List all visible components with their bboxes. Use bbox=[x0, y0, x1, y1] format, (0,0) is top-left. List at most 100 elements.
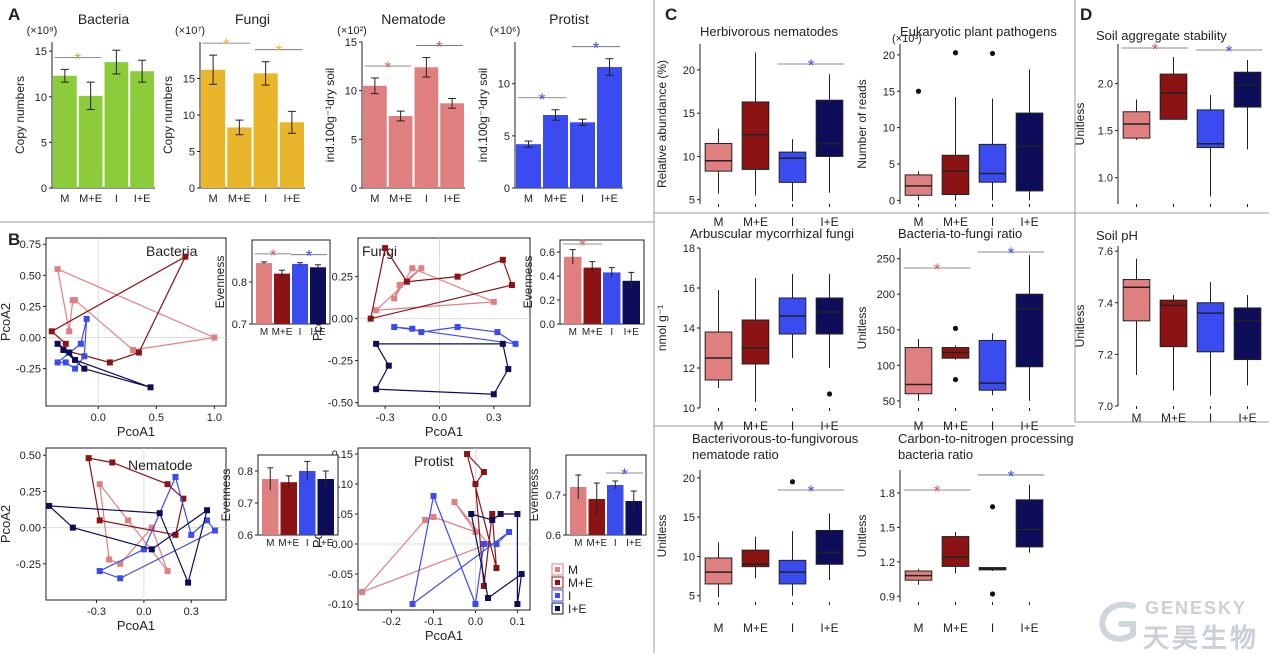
B4-xtick-label: M+E bbox=[582, 327, 603, 338]
A3-xtick-label: M+E bbox=[389, 193, 412, 205]
B7-point-IE bbox=[489, 517, 496, 523]
D1-ytick-label: 1.5 bbox=[1098, 126, 1113, 138]
chart-A4: Protist (×10⁶) 0 5 10 M M+E I I+E ind.100g⁻¹dry s… bbox=[476, 11, 623, 205]
B6-xtick-label: I bbox=[306, 538, 309, 549]
A3-bar-I bbox=[414, 67, 439, 188]
B5-ylabel: PcoA2 bbox=[0, 505, 13, 543]
C4-outlier-ME bbox=[952, 325, 959, 331]
C5-box-M bbox=[704, 557, 733, 585]
B3-point-IE bbox=[490, 391, 497, 398]
A1-ytick-label: 15 bbox=[35, 46, 47, 58]
B1-ytick-label: -0.25 bbox=[16, 364, 41, 376]
B3-point-ME bbox=[403, 278, 410, 285]
D1-ytick-label: 2.0 bbox=[1098, 79, 1113, 91]
C2-xtick-label: I bbox=[991, 215, 994, 229]
chart-A1: Bacteria (×10⁹) 0 5 10 15 M M+E I I+E Copy numbers… bbox=[13, 11, 155, 205]
B5-point-I bbox=[211, 527, 218, 534]
B8-ytick-label: 0.7 bbox=[546, 490, 561, 502]
B8-bar-ME bbox=[588, 499, 605, 535]
B2-ytick-label: 0.7 bbox=[232, 319, 247, 331]
C3-xtick-label: M+E bbox=[743, 419, 768, 433]
B1-point-IE bbox=[54, 340, 61, 347]
B2-bar-IE bbox=[310, 267, 326, 324]
C6-outlier-I bbox=[989, 504, 996, 510]
legend-marker-I bbox=[555, 593, 560, 598]
B4-ytick-label: 0.4 bbox=[540, 271, 555, 283]
chart-B1: 0.0 0.5 1.0 -0.25 0.00 0.25 0.50 0.75 PcoA1 PcoA2… bbox=[0, 237, 227, 439]
B5-point-ME bbox=[85, 455, 92, 462]
B1-point-M bbox=[72, 297, 79, 304]
B3-ytick-label: -0.50 bbox=[328, 398, 353, 410]
C2-xtick-label: I+E bbox=[1020, 215, 1038, 229]
C6-xtick-label: I+E bbox=[1020, 621, 1038, 635]
B1-xlabel: PcoA1 bbox=[117, 424, 155, 439]
C3-ytick-label: 12 bbox=[683, 363, 695, 375]
C1-xtick-label: I bbox=[791, 215, 794, 229]
B5-point-M bbox=[148, 524, 155, 531]
B7-xtick-label: -0.2 bbox=[382, 616, 401, 628]
B3-point-ME bbox=[499, 256, 506, 263]
D1-box-I bbox=[1196, 109, 1225, 149]
A1-title: Bacteria bbox=[78, 11, 130, 27]
chart-B5: -0.3 0.0 0.3 -0.25 0.00 0.25 0.50 PcoA1 PcoA2 Nem… bbox=[0, 447, 227, 633]
A1-xtick-label: M+E bbox=[79, 193, 102, 205]
D2-box-ME bbox=[1159, 299, 1188, 348]
C1-ytick-label: 20 bbox=[683, 65, 695, 77]
B5-point-ME bbox=[164, 481, 171, 488]
B3-point-ME bbox=[454, 273, 461, 280]
A4-multiplier: (×10⁶) bbox=[490, 25, 521, 37]
B5-frame bbox=[45, 447, 227, 601]
C6-ytick-label: 1.2 bbox=[880, 557, 895, 569]
B3-point-IE bbox=[385, 362, 392, 369]
B3-label: Fungi bbox=[362, 243, 397, 259]
C1-box-I bbox=[778, 151, 807, 183]
B8-xtick-label: I bbox=[614, 538, 617, 549]
genesky-logo-icon bbox=[1099, 601, 1136, 642]
A1-bar-I bbox=[104, 62, 129, 189]
B8-ylabel: Evenness bbox=[527, 469, 541, 522]
legend: MM+EII+E bbox=[551, 563, 593, 616]
B3-point-M bbox=[373, 307, 380, 314]
B7-xtick-label: 0.0 bbox=[468, 616, 483, 628]
C1-xtick-label: M bbox=[714, 215, 724, 229]
B3-point-I bbox=[512, 340, 519, 347]
C4-box-M bbox=[904, 347, 933, 395]
B5-ytick-label: 0.00 bbox=[20, 523, 41, 535]
B8-xtick-label: M bbox=[574, 538, 582, 549]
C5-ytick-label: 10 bbox=[683, 551, 695, 563]
C1-sig-star: * bbox=[808, 56, 815, 75]
D2-ytick-label: 7.6 bbox=[1098, 246, 1113, 258]
A2-xtick-label: I+E bbox=[283, 193, 300, 205]
C3-ytick-label: 14 bbox=[683, 323, 695, 335]
C3-xtick-label: I+E bbox=[820, 419, 838, 433]
B7-point-ME bbox=[472, 481, 479, 487]
C2-ytick-label: 5 bbox=[889, 159, 895, 171]
B4-bar-ME bbox=[583, 267, 601, 324]
C2-outlier-M bbox=[915, 88, 922, 94]
B5-point-M bbox=[96, 481, 103, 488]
B7-point-ME bbox=[493, 565, 500, 571]
B3-point-M bbox=[418, 265, 425, 272]
C5-ylabel: Unitless bbox=[655, 515, 669, 558]
B6-ytick-label: 0.8 bbox=[238, 466, 253, 478]
B6-xtick-label: I+E bbox=[318, 538, 334, 549]
chart-A3: Nematode (×10²) 0 5 10 15 M M+E I I+E ind.100g⁻¹dr… bbox=[323, 11, 465, 205]
B3-point-I bbox=[454, 324, 461, 331]
C6-sig-star: * bbox=[1008, 467, 1015, 486]
C4-xtick-label: M bbox=[914, 419, 924, 433]
legend-marker-M bbox=[555, 567, 560, 572]
C4-xtick-label: I bbox=[991, 419, 994, 433]
B7-point-ME bbox=[480, 583, 487, 589]
B1-point-I bbox=[83, 315, 90, 322]
A1-xtick-label: I bbox=[115, 193, 118, 205]
A3-xtick-label: M bbox=[370, 193, 379, 205]
C1-ylabel: Relative abundance (%) bbox=[655, 60, 669, 188]
C3-outlier-IE bbox=[826, 391, 833, 397]
A3-multiplier: (×10²) bbox=[337, 25, 367, 37]
B5-point-I bbox=[117, 575, 124, 582]
B7-xlabel: PcoA1 bbox=[425, 628, 463, 643]
B6-bar-I bbox=[299, 471, 316, 535]
C4-title: Bacteria-to-fungi ratio bbox=[898, 226, 1022, 241]
B7-point-I bbox=[480, 541, 487, 547]
legend-marker-ME bbox=[555, 580, 560, 585]
